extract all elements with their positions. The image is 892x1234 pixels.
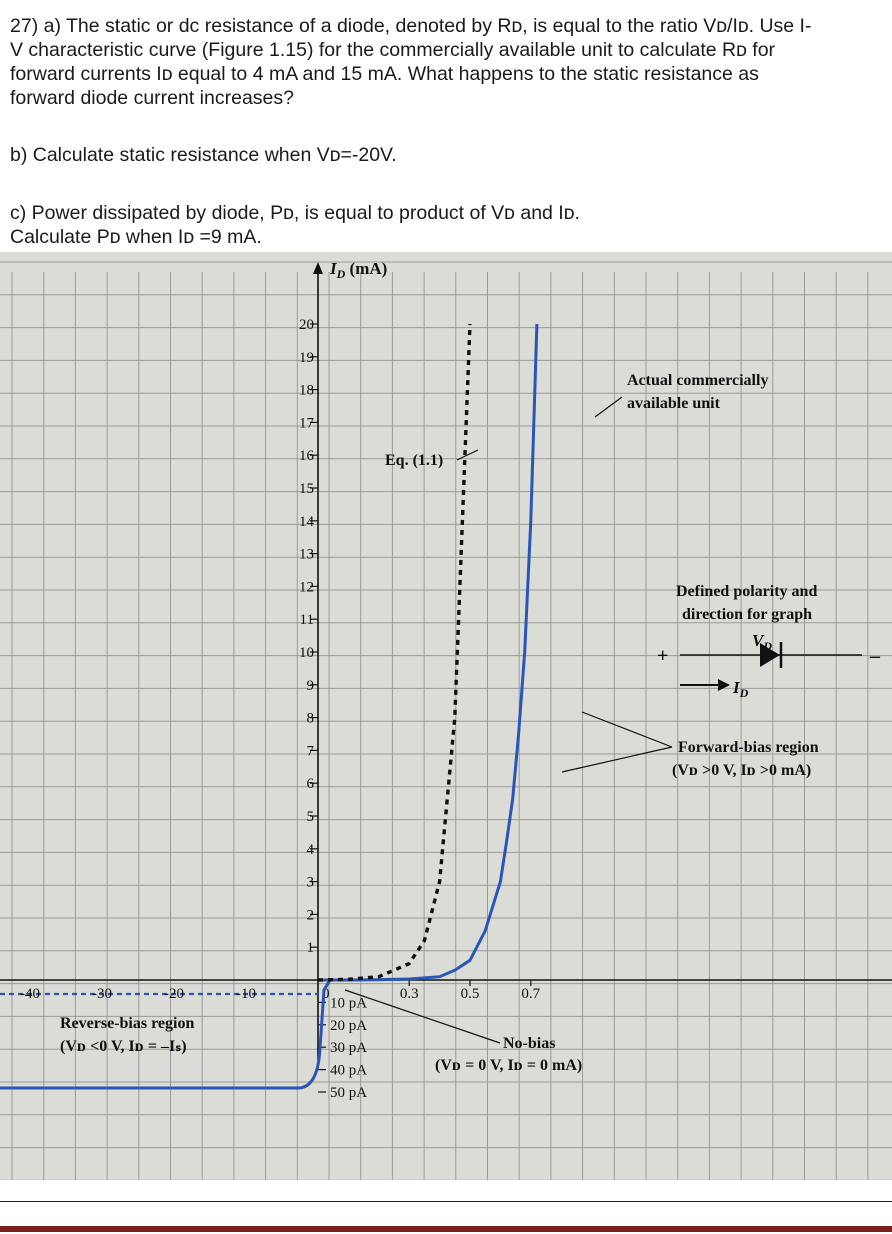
y-tick-label: 20 — [299, 317, 314, 333]
question-a-line3: forward currents Iᴅ equal to 4 mA and 15… — [10, 63, 759, 85]
curves — [0, 323, 539, 1090]
actual-unit-label-1: Actual commercially — [627, 372, 768, 389]
reverse-tick-label: 10 pA — [330, 995, 367, 1011]
y-axis-arrow-icon — [313, 262, 323, 274]
eq-label: Eq. (1.1) — [385, 452, 443, 469]
figure-background — [0, 252, 892, 1180]
reverse-tick-label: 40 pA — [330, 1063, 367, 1079]
x-tick-label-negative: -20 — [164, 986, 184, 1002]
reverse-bias-label-2: (Vᴅ <0 V, Iᴅ = –Iₛ) — [60, 1038, 187, 1055]
y-tick-label: 15 — [299, 481, 314, 497]
reverse-tick-label: 20 pA — [330, 1018, 367, 1034]
curve-actual-unit — [318, 323, 539, 982]
forward-bias-label-1: Forward-bias region — [678, 739, 819, 756]
question-a-line4: forward diode current increases? — [10, 87, 294, 109]
y-tick-label: 17 — [299, 415, 315, 431]
question-b-line1: b) Calculate static resistance when Vᴅ=-… — [10, 144, 397, 166]
no-bias-label-2: (Vᴅ = 0 V, Iᴅ = 0 mA) — [435, 1057, 582, 1074]
y-tick-label: 11 — [300, 612, 314, 628]
question-c-line2: Calculate Pᴅ when Iᴅ =9 mA. — [10, 226, 262, 248]
diode-symbol-icon — [760, 643, 780, 667]
grid — [0, 261, 892, 1180]
y-tick-label: 19 — [299, 350, 314, 366]
y-tick-label: 5 — [307, 809, 315, 825]
y-tick-label: 6 — [307, 776, 315, 792]
x-tick-label-positive: 0.5 — [461, 986, 480, 1002]
y-tick-label: 18 — [299, 383, 314, 399]
y-tick-label: 9 — [307, 678, 315, 694]
y-axis-label: ID (mA) — [329, 259, 387, 281]
question-a-line1: 27) a) The static or dc resistance of a … — [10, 15, 812, 37]
y-tick-label: 8 — [307, 711, 315, 727]
eq-leader — [456, 449, 479, 461]
axes — [0, 262, 892, 1060]
divider-line — [0, 1201, 892, 1202]
forward-bias-label-2: (Vᴅ >0 V, Iᴅ >0 mA) — [672, 762, 811, 779]
x-tick-label-negative: -40 — [20, 986, 40, 1002]
polarity-label-1: Defined polarity and — [676, 583, 817, 600]
curve-reverse-segment — [0, 979, 332, 1090]
x-tick-label-positive: 0.3 — [400, 986, 419, 1002]
y-tick-label: 10 — [299, 645, 314, 661]
question-b: b) Calculate static resistance when Vᴅ=-… — [10, 143, 397, 167]
x-tick-label-negative: -10 — [236, 986, 256, 1002]
no-bias-leader — [344, 989, 501, 1044]
footer-bar — [0, 1226, 892, 1232]
x-tick-label-negative: -30 — [92, 986, 112, 1002]
y-tick-label: 4 — [307, 842, 315, 858]
question-a-line2: V characteristic curve (Figure 1.15) for… — [10, 39, 776, 61]
forward-leader-1 — [581, 711, 673, 748]
polarity-label-2: direction for graph — [682, 606, 812, 623]
no-bias-label-1: No-bias — [503, 1035, 555, 1052]
x-tick-label-positive: 0.7 — [521, 986, 540, 1002]
y-tick-label: 1 — [307, 940, 315, 956]
question-a: 27) a) The static or dc resistance of a … — [10, 14, 811, 110]
y-tick-label: 12 — [299, 579, 314, 595]
y-tick-label: 16 — [299, 448, 315, 464]
diode-iv-figure: 1 2 3 4 5 6 7 8 9 10 11 12 13 14 15 16 17 18 19 20 0 -40 -30 -2… — [0, 252, 892, 1180]
reverse-bias-label-1: Reverse-bias region — [60, 1015, 194, 1032]
plus-terminal: + — [657, 645, 668, 667]
y-tick-label: 14 — [299, 514, 315, 530]
question-c: c) Power dissipated by diode, Pᴅ, is equ… — [10, 201, 580, 249]
minus-terminal: – — [869, 645, 881, 667]
y-tick-label: 3 — [307, 875, 315, 891]
current-arrow-icon — [718, 679, 730, 691]
actual-unit-leader — [594, 396, 623, 418]
origin-label: 0 — [322, 986, 330, 1002]
y-tick-label: 13 — [299, 547, 314, 563]
y-tick-label: 7 — [307, 743, 315, 759]
forward-leader-2 — [561, 746, 673, 773]
question-c-line1: c) Power dissipated by diode, Pᴅ, is equ… — [10, 202, 580, 224]
reverse-tick-label: 50 pA — [330, 1085, 367, 1101]
y-tick-label: 2 — [307, 907, 315, 923]
actual-unit-label-2: available unit — [627, 395, 721, 412]
id-label: ID — [732, 678, 749, 700]
reverse-tick-label: 30 pA — [330, 1040, 367, 1056]
